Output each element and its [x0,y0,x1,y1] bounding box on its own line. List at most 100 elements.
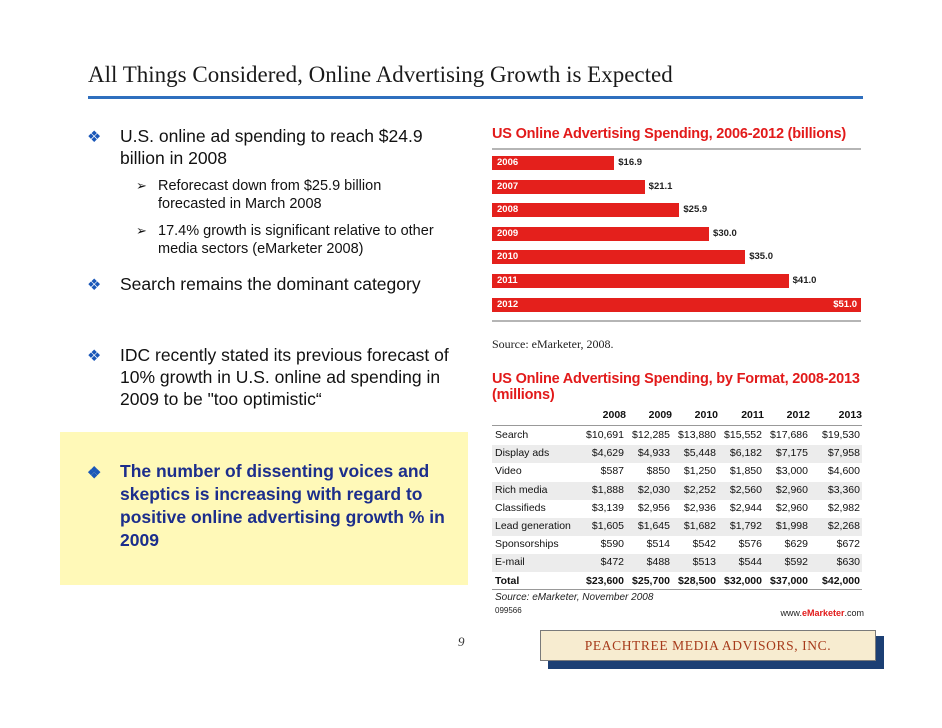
table-footer-rule [492,589,862,590]
diamond-bullet-icon: ❖ [87,465,102,482]
table-cell: $17,686 [770,429,808,441]
table-cell: $672 [836,538,860,551]
table-cell: $19,530 [822,429,860,441]
table-cell: $592 [784,556,808,569]
footer-brand: PEACHTREE MEDIA ADVISORS, INC. [540,630,876,661]
bar-year-label: 2012 [497,298,519,310]
bullet-text: U.S. online ad spending to reach $24.9 b… [120,126,423,168]
table-title: US Online Advertising Spending, by Forma… [492,371,860,403]
column-header-2011: 2011 [741,409,764,421]
diamond-bullet-icon: ❖ [87,348,102,365]
slide-title: All Things Considered, Online Advertisin… [88,62,673,87]
column-header-2010: 2010 [694,409,718,421]
bar-2011: 2011 $41.0 [492,274,816,288]
sub-bullet-growth: ➢ 17.4% growth is significant relative t… [136,222,448,258]
table-cell: $13,880 [678,429,716,441]
table-row: Lead generation $1,605 $1,645 $1,682 $1,792 $… [492,518,862,536]
bar-year-label: 2010 [497,251,519,263]
table-cell: $2,560 [729,483,762,496]
table-cell: $5,448 [683,447,716,460]
table-cell: $1,850 [729,465,762,478]
table-cell: $4,600 [827,465,860,478]
table-cell: $544 [738,556,762,569]
table-row: Sponsorships $590 $514 $542 $576 $629 $672 [492,536,862,554]
table-code: 099566 [495,606,522,615]
table-cell: $2,944 [729,501,762,514]
bar-chart-title: US Online Advertising Spending, 2006-201… [492,126,847,142]
arrow-bullet-icon: ➢ [136,178,147,193]
bar-year-label: 2009 [497,227,519,239]
table-cell: $2,252 [683,483,716,496]
bar-2006: 2006 $16.9 [492,156,642,170]
table-cell: $850 [646,465,670,478]
diamond-bullet-icon: ❖ [87,129,102,146]
table-cell: $1,605 [591,520,624,532]
table-cell: $3,139 [591,501,624,514]
bullet-text: The number of dissenting voices and skep… [120,461,445,550]
table-cell: $587 [600,465,624,478]
row-label: Search [495,429,529,441]
row-label: E-mail [495,556,525,569]
table-cell: $630 [836,556,860,569]
table-cell: $1,792 [729,520,762,532]
table-cell: $2,960 [775,501,808,514]
bar-year-label: 2011 [497,275,518,286]
table-row: E-mail $472 $488 $513 $544 $592 $630 [492,554,862,573]
table-row: Display ads $4,629 $4,933 $5,448 $6,182 $7,17… [492,445,862,464]
table-row: Rich media $1,888 $2,030 $2,252 $2,560 $2,960… [492,481,862,500]
page-number: 9 [458,634,465,649]
site-prefix: www. [780,608,802,618]
table-row: Search $10,691 $12,285 $13,880 $15,552 $17,68… [492,427,862,445]
table-cell: $7,958 [827,447,860,460]
chart-bottom-rule [492,320,861,322]
bullet-text: Search remains the dominant category [120,274,421,294]
bullet-idc: ❖ IDC recently stated its previous forec… [87,344,475,410]
bullet-search: ❖ Search remains the dominant category [87,273,465,295]
table-cell: $488 [646,556,670,569]
table-cell: $32,000 [724,574,762,587]
table-cell: $7,175 [775,447,808,460]
row-label: Classifieds [495,501,546,514]
table-cell: $6,182 [729,447,762,460]
table-cell: $2,268 [827,520,860,532]
bar-value-label: $21.1 [648,180,673,192]
bullet-dissenting-voices: ❖ The number of dissenting voices and sk… [87,460,465,552]
site-suffix: .com [844,608,864,618]
sub-bullet-reforecast: ➢ Reforecast down from $25.9 billion for… [136,177,423,213]
sub-bullet-text: Reforecast down from $25.9 billion forec… [158,178,382,212]
table-row: Total $23,600 $25,700 $28,500 $32,000 $37,000… [492,573,862,591]
bar-chart-source: Source: eMarketer, 2008. [492,337,614,351]
emarketer-site: www.eMarketer.com [780,608,864,618]
bullet-text: IDC recently stated its previous forecas… [120,345,449,409]
bar-2008: 2008 $25.9 [492,203,707,218]
table-cell: $12,285 [632,429,670,441]
bar-2009: 2009 $30.0 [492,226,737,241]
row-label: Rich media [495,483,548,496]
table-cell: $542 [692,538,716,551]
column-header-2009: 2009 [648,409,672,421]
bar-year-label: 2008 [497,204,519,216]
arrow-bullet-icon: ➢ [136,223,147,238]
table-cell: $3,360 [827,483,860,496]
table-header-rule [492,425,862,426]
table-cell: $28,500 [678,574,716,587]
bar-value-label: $51.0 [833,298,857,310]
table-cell: $1,645 [637,520,670,532]
column-header-2013: 2013 [838,409,862,421]
table-cell: $2,030 [637,483,670,496]
table-cell: $2,936 [683,501,716,514]
site-brand: eMarketer [801,608,845,618]
table-row: Classifieds $3,139 $2,956 $2,936 $2,944 $2,96… [492,500,862,518]
table-cell: $2,960 [775,483,808,496]
table-cell: $15,552 [724,429,762,441]
table-cell: $472 [600,556,624,569]
bar-value-label: $41.0 [792,275,817,286]
table-cell: $42,000 [822,574,860,587]
bar-2012: 2012 $51.0 [492,297,861,312]
table-cell: $10,691 [586,429,624,441]
table-cell: $1,998 [775,520,808,532]
title-rule [88,96,863,99]
chart-top-rule [492,148,861,150]
table-cell: $576 [738,538,762,551]
bar-2010: 2010 $35.0 [492,250,773,265]
